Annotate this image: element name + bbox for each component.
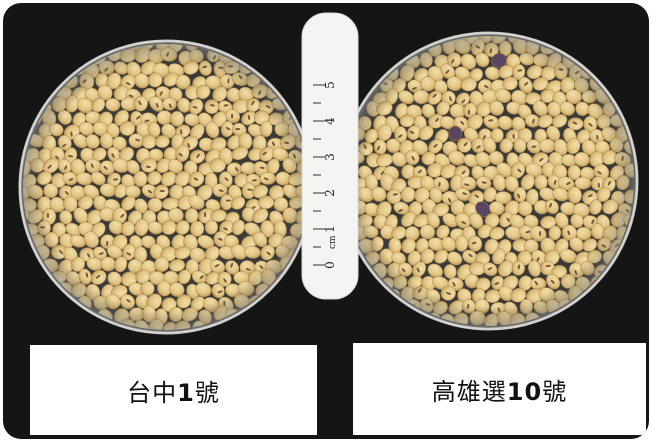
ruler-tick-label: 1 [323, 225, 337, 233]
variety-name-right: 高雄選10號 [431, 377, 568, 406]
ruler: 0 1 2 3 4 5 cm [301, 12, 359, 300]
ruler-unit-label: cm [328, 235, 338, 249]
variety-label-right: 高雄選10號 [353, 343, 646, 435]
ruler-tick-label: 3 [323, 153, 337, 161]
variety-label-left: 台中1號 [30, 345, 317, 435]
soybean-photo: 0 1 2 3 4 5 cm 台中1號 高雄選10號 [3, 3, 649, 439]
ruler-tick-label: 2 [323, 189, 337, 197]
variety-name-left: 台中1號 [127, 378, 220, 407]
ruler-tick-label: 5 [323, 81, 337, 89]
ruler-tick-label: 0 [323, 261, 337, 269]
photo-scene: 0 1 2 3 4 5 cm [18, 12, 639, 335]
ruler-tick-label: 4 [323, 117, 337, 125]
